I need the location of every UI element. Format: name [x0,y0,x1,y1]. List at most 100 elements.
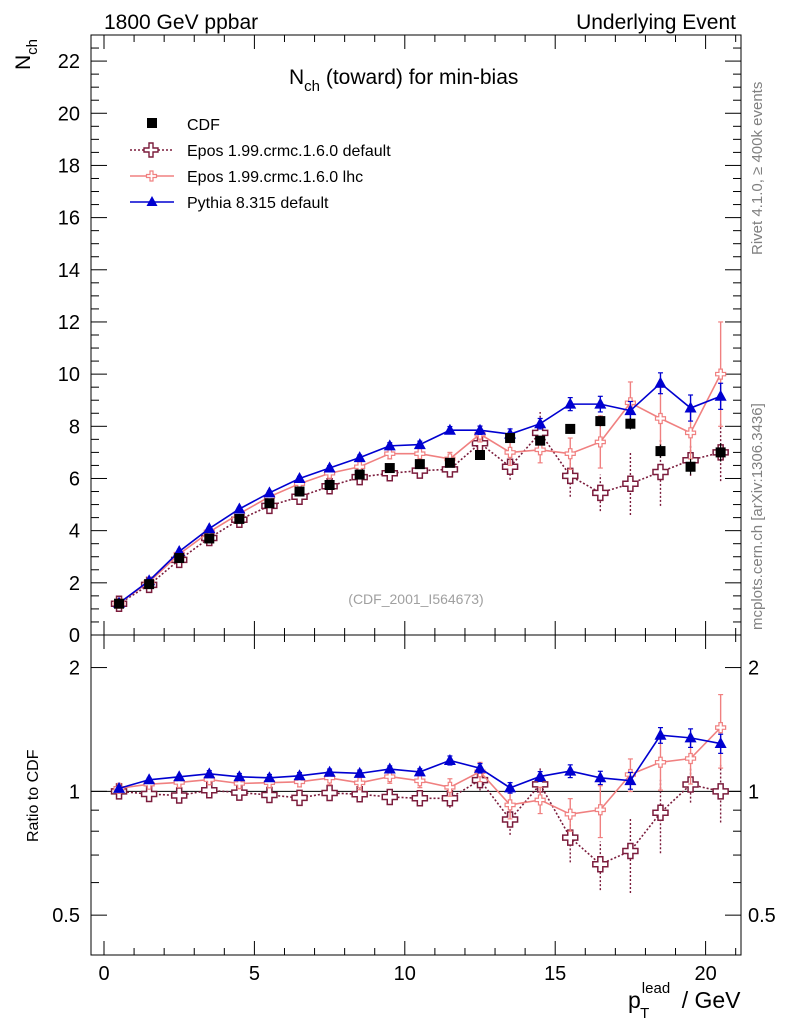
data-point [144,579,155,590]
plot-title-main: N [289,66,304,89]
data-point [354,469,365,480]
rivet-version-label: Rivet 4.1.0, ≥ 400k events [749,82,766,255]
ratio-series-marker-1 [654,756,667,768]
y-tick-label: 18 [58,155,80,177]
y-axis-label-sub: ch [24,39,41,55]
ratio-series-marker-1 [594,804,606,816]
ratio-series-marker-0 [592,855,609,873]
main-series-marker-0 [561,467,579,485]
y-tick-label: 4 [69,521,80,543]
data-point [204,533,215,544]
ratio-plot-frame [90,634,742,956]
legend-label-epos-default: Epos 1.99.crmc.1.6.0 default [187,143,391,160]
ratio-series-marker-2 [263,771,276,783]
data-point [174,553,185,564]
ratio-series-marker-1 [715,722,727,734]
data-point [414,459,425,470]
ratio-y-tick-label: 2 [69,658,80,680]
ratio-series-marker-0 [291,789,308,807]
data-point [114,598,125,609]
ratio-series-marker-2 [353,766,366,778]
ratio-series-marker-0 [652,804,669,822]
main-series-marker-1 [534,444,546,456]
y-tick-label: 8 [69,416,80,438]
main-series-marker-2 [443,423,456,435]
data-point [505,433,516,444]
main-series-marker-2 [203,522,216,534]
data-point [565,423,576,434]
main-series-marker-2 [474,423,486,435]
ratio-series-marker-0 [140,785,158,803]
ratio-series-marker-1 [414,775,426,787]
legend-marker-cdf [147,118,157,128]
ratio-series-marker-1 [354,777,366,789]
main-series-marker-2 [263,486,276,498]
header-left-label: 1800 GeV ppbar [104,11,258,34]
plot-title-sub: ch [304,78,320,95]
ratio-series-marker-2 [293,769,306,781]
ratio-series-marker-2 [113,781,126,793]
ratio-series-marker-1 [504,799,516,811]
ratio-series-marker-0 [561,829,579,846]
ratio-y-tick-label-right: 1 [748,781,759,803]
ratio-series-marker-0 [321,784,338,802]
ratio-series-marker-0 [411,790,429,807]
ratio-series-marker-0 [201,782,218,799]
legend-marker-pythia [146,196,158,206]
ratio-series-marker-2 [504,781,517,793]
ratio-series-marker-2 [143,773,156,785]
ratio-series-marker-2 [594,771,607,783]
main-series-marker-0 [592,484,609,502]
y-tick-label: 10 [58,364,80,386]
legend-label-cdf: CDF [187,117,220,134]
ratio-series-marker-2 [474,761,486,773]
ratio-series-marker-2 [624,774,637,786]
main-series-marker-1 [684,427,697,439]
ratio-series-marker-2 [383,762,396,774]
data-point [234,513,245,524]
ratio-series-marker-1 [684,752,697,765]
main-series-line-0 [118,431,721,605]
data-point [535,435,546,446]
data-point [324,480,335,490]
data-point [715,447,726,458]
ratio-series-marker-2 [564,764,577,776]
main-series-marker-2 [594,397,607,409]
header-right-label: Underlying Event [576,11,736,34]
main-series-marker-2 [714,389,727,401]
legend-label-pythia: Pythia 8.315 default [187,195,329,212]
y-tick-label: 2 [69,573,80,595]
ratio-y-tick-label: 0.5 [52,905,80,927]
main-series-marker-1 [564,448,576,460]
plot-title: Nch (toward) for min-bias [289,66,518,95]
y-tick-label: 22 [58,51,80,73]
mcplots-label: mcplots.cern.ch [arXiv:1306.3436] [749,403,766,630]
ratio-series-marker-2 [233,770,246,782]
y-axis-label: Nch [12,39,41,70]
main-series-marker-2 [684,401,697,413]
ratio-y-tick-label-right: 0.5 [748,905,776,927]
main-series-marker-1 [504,446,516,458]
data-point [655,446,666,457]
x-tick-label: 5 [249,963,260,985]
main-series-marker-2 [323,461,336,473]
x-tick-label: 20 [694,963,716,985]
data-point [384,463,395,474]
data-point [475,450,485,460]
main-series-marker-1 [594,436,606,448]
ratio-series-marker-1 [444,781,456,793]
main-series-marker-2 [564,397,577,409]
ratio-series-marker-2 [654,728,667,740]
ratio-series-marker-1 [564,808,576,820]
y-tick-label: 14 [58,260,80,282]
ratio-y-tick-label-right: 2 [748,658,759,680]
main-series-marker-2 [624,404,637,416]
ratio-series-marker-2 [323,765,336,777]
ratio-series-marker-1 [384,771,396,783]
x-tick-label: 10 [394,963,416,985]
x-tick-label: 0 [98,963,109,985]
ratio-series-marker-2 [413,765,426,777]
data-point [294,486,305,497]
